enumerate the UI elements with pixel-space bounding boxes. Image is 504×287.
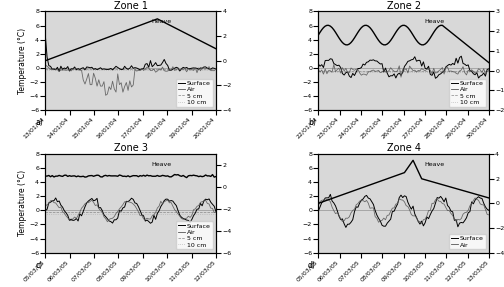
Text: Heave: Heave <box>151 19 171 24</box>
Title: Zone 4: Zone 4 <box>387 144 420 153</box>
Y-axis label: Temperature (°C): Temperature (°C) <box>18 28 27 94</box>
Text: d): d) <box>308 261 316 270</box>
Text: Heave: Heave <box>424 162 444 167</box>
Title: Zone 3: Zone 3 <box>114 144 148 153</box>
Text: b): b) <box>308 119 316 127</box>
Legend: Surface, Air: Surface, Air <box>449 234 486 249</box>
Y-axis label: Temperature (°C): Temperature (°C) <box>18 170 27 236</box>
Legend: Surface, Air, 5 cm, 10 cm: Surface, Air, 5 cm, 10 cm <box>176 79 213 107</box>
Legend: Surface, Air, 5 cm, 10 cm: Surface, Air, 5 cm, 10 cm <box>449 79 486 107</box>
Title: Zone 1: Zone 1 <box>114 1 148 11</box>
Text: a): a) <box>35 119 43 127</box>
Legend: Surface, Air, 5 cm, 10 cm: Surface, Air, 5 cm, 10 cm <box>176 221 213 249</box>
Text: Heave: Heave <box>151 162 171 167</box>
Title: Zone 2: Zone 2 <box>387 1 421 11</box>
Text: c): c) <box>36 261 43 270</box>
Text: Heave: Heave <box>424 19 444 24</box>
